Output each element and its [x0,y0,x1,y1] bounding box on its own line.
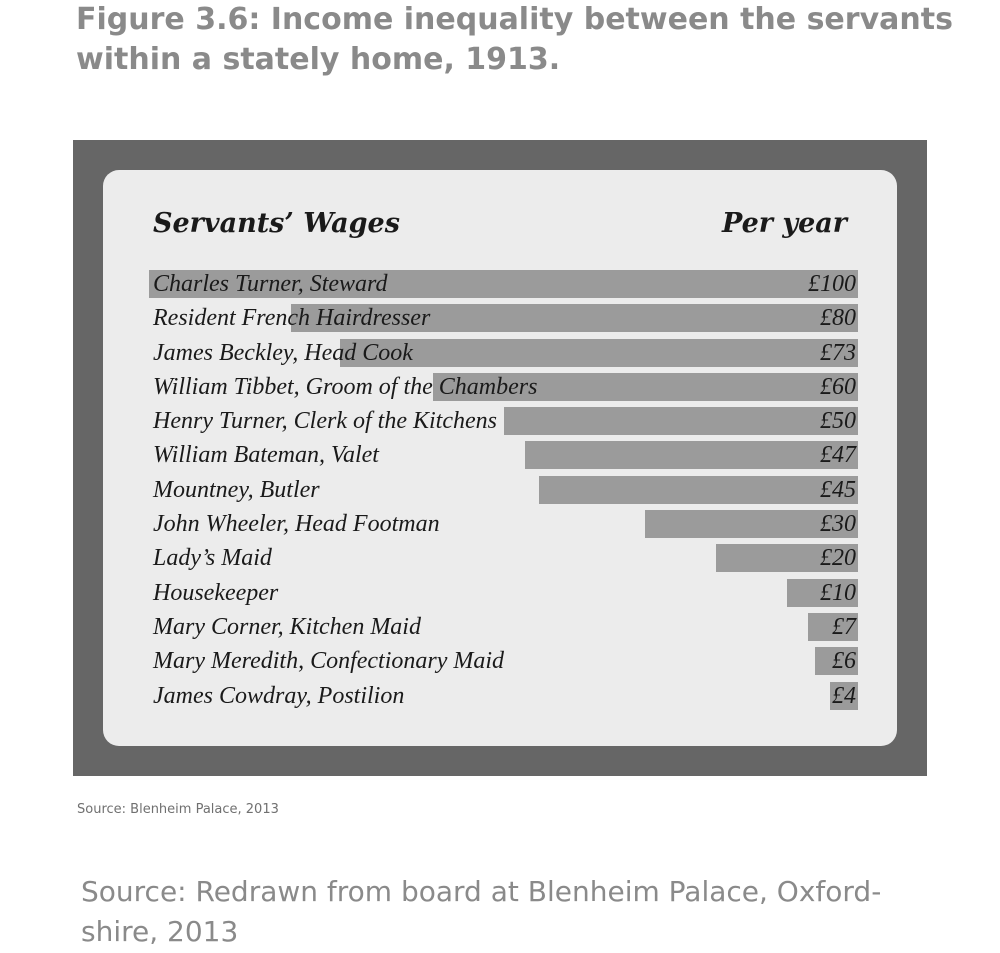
wage-bar [538,475,858,504]
wage-value: £6 [832,648,856,675]
wage-value: £100 [808,271,856,297]
wage-bar [829,681,858,710]
wage-value: £45 [820,476,856,503]
wage-value: £30 [820,511,856,538]
wage-row: Housekeeper £10 [149,577,858,611]
servant-label: William Tibbet, Groom of the Chambers [153,373,538,400]
wage-value: £47 [820,442,856,469]
servant-label: Henry Turner, Clerk of the Kitchens [153,408,497,435]
wage-bar [503,407,858,436]
wage-row: Mary Meredith, Confectionary Maid £6 [149,645,858,679]
servant-label: John Wheeler, Head Footman [153,511,440,538]
wage-value: £60 [820,373,856,400]
wage-value: £10 [820,579,856,606]
wage-row: Charles Turner, Steward £100 [149,268,858,302]
wage-value: £50 [820,408,856,435]
wage-value: £7 [832,613,856,640]
wage-value: £80 [820,305,856,332]
figure-title: Figure 3.6: Income inequality between th… [76,2,953,77]
wage-bar [808,612,858,641]
wage-row: Resident French Hairdresser £80 [149,302,858,336]
chart-title: Servants’ Wages [153,208,400,239]
wage-row: Mary Corner, Kitchen Maid £7 [149,611,858,645]
servant-label: Charles Turner, Steward [153,271,388,297]
wage-value: £20 [820,545,856,572]
wage-bar [149,270,858,298]
wage-row: James Beckley, Head Cook £73 [149,337,858,371]
servant-label: William Bateman, Valet [153,442,379,469]
wage-bar [716,544,858,573]
servant-label: Resident French Hairdresser [153,305,431,332]
wage-value: £4 [832,682,856,709]
servant-label: James Cowdray, Postilion [153,682,405,709]
servant-label: Mary Meredith, Confectionary Maid [153,648,505,675]
wage-row: William Bateman, Valet £47 [149,439,858,473]
source-caption: Source: Redrawn from board at Blenheim P… [81,875,882,948]
servant-label: Mountney, Butler [153,476,320,503]
wage-row: Mountney, Butler £45 [149,474,858,508]
wage-bar [645,510,858,539]
wage-row: John Wheeler, Head Footman £30 [149,508,858,542]
servant-label: Mary Corner, Kitchen Maid [153,613,421,640]
wage-rows: Charles Turner, Steward £100 Resident Fren… [149,268,858,714]
wage-bar [787,578,858,607]
wage-row: William Tibbet, Groom of the Chambers £60 [149,371,858,405]
wage-row: James Cowdray, Postilion £4 [149,680,858,714]
wage-bar [815,647,858,676]
servant-label: James Beckley, Head Cook [153,339,413,366]
wage-bar [340,338,858,367]
value-column-header: Per year [722,208,847,239]
wage-bar [432,372,858,401]
servant-label: Housekeeper [153,579,279,606]
wage-bar [290,304,858,333]
source-note: Source: Blenheim Palace, 2013 [77,802,279,817]
wage-bar [524,441,858,470]
wage-value: £73 [820,339,856,366]
wage-row: Lady’s Maid £20 [149,542,858,576]
servant-label: Lady’s Maid [153,545,272,572]
wage-board: Servants’ Wages Per year Charles Turner,… [103,170,897,746]
board-frame: Servants’ Wages Per year Charles Turner,… [73,140,927,776]
wage-row: Henry Turner, Clerk of the Kitchens £50 [149,405,858,439]
